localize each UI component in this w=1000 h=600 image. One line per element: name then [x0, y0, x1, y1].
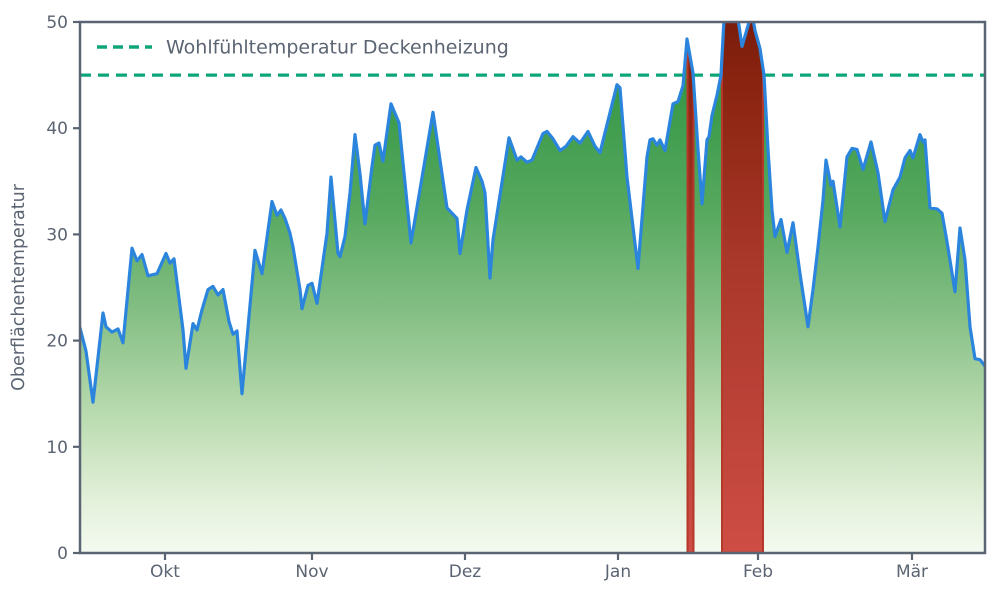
- temperature-area: [80, 22, 985, 553]
- y-axis-label: Oberflächentemperatur: [9, 183, 29, 391]
- x-axis: Okt Nov Dez Jan Feb Mär: [150, 553, 928, 582]
- overheat-area: [686, 22, 764, 553]
- y-tick-label: 40: [46, 119, 68, 139]
- y-tick-label: 50: [46, 13, 68, 33]
- plot-border: [78, 20, 987, 555]
- y-tick-label: 30: [46, 225, 68, 245]
- legend: Wohlfühltemperatur Deckenheizung: [97, 37, 509, 59]
- x-tick-label: Jan: [604, 562, 631, 582]
- y-tick-label: 10: [46, 438, 68, 458]
- x-tick-label: Okt: [150, 562, 180, 582]
- temperature-line: [80, 22, 985, 404]
- y-tick-label: 20: [46, 332, 68, 352]
- x-tick-label: Dez: [449, 562, 482, 582]
- x-tick-label: Mär: [896, 562, 928, 582]
- legend-label: Wohlfühltemperatur Deckenheizung: [166, 37, 509, 59]
- x-tick-label: Feb: [743, 562, 773, 582]
- x-tick-label: Nov: [295, 562, 328, 582]
- y-tick-label: 0: [57, 544, 68, 564]
- y-axis: 0 10 20 30 40 50: [46, 13, 80, 564]
